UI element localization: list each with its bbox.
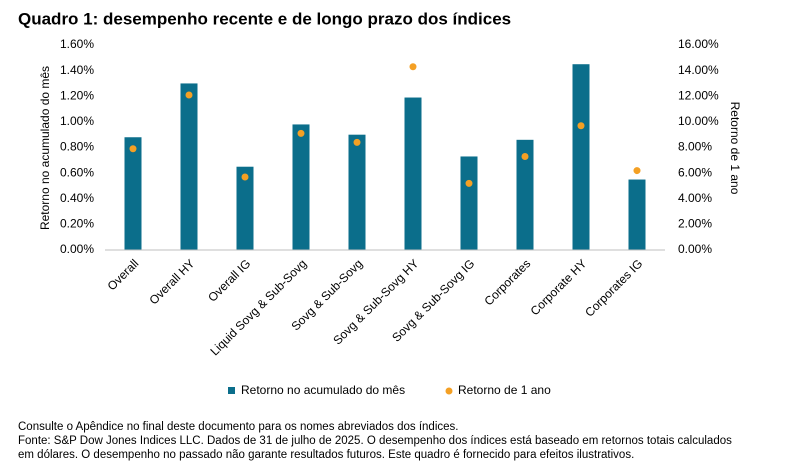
dot xyxy=(353,138,361,146)
y2-tick-label: 16.00% xyxy=(678,37,719,51)
bar xyxy=(572,64,590,250)
bar xyxy=(236,166,254,250)
dot xyxy=(185,91,193,99)
dot xyxy=(409,63,417,71)
dot xyxy=(241,173,249,181)
y2-tick-label: 6.00% xyxy=(678,165,712,179)
bar xyxy=(628,179,646,250)
y-tick-label: 0.40% xyxy=(60,191,94,205)
y2-tick-label: 10.00% xyxy=(678,114,719,128)
dot xyxy=(129,145,137,153)
bar xyxy=(292,124,310,250)
x-tick-label: Corporates xyxy=(481,256,533,308)
bar xyxy=(460,156,478,250)
y-axis-label: Retorno no acumulado do mês xyxy=(38,66,52,230)
y2-tick-label: 12.00% xyxy=(678,88,719,102)
dot xyxy=(633,167,641,175)
y2-tick-label: 4.00% xyxy=(678,191,712,205)
y-tick-label: 0.80% xyxy=(60,140,94,154)
footnote: Consulte o Apêndice no final deste docum… xyxy=(18,421,458,433)
dot xyxy=(577,122,585,130)
legend-label: Retorno no acumulado do mês xyxy=(241,383,405,397)
y2-tick-label: 8.00% xyxy=(678,140,712,154)
dot xyxy=(521,152,529,160)
chart-title: Quadro 1: desempenho recente e de longo … xyxy=(18,9,511,28)
bar xyxy=(516,139,534,250)
y-tick-label: 1.20% xyxy=(60,88,94,102)
x-tick-label: Overall HY xyxy=(146,256,197,307)
dot xyxy=(465,179,473,187)
y2-tick-label: 14.00% xyxy=(678,63,719,77)
x-tick-label: Overall IG xyxy=(205,256,253,304)
x-tick-label: Corporate HY xyxy=(528,256,590,318)
bar xyxy=(180,83,198,250)
x-tick-label: Liquid Sovg & Sub-Sovg xyxy=(207,256,309,358)
dot xyxy=(297,129,305,137)
y-tick-label: 0.00% xyxy=(60,242,94,256)
y2-axis-label: Retorno de 1 ano xyxy=(728,102,742,195)
legend-marker xyxy=(445,387,453,395)
x-tick-label: Overall xyxy=(105,256,142,293)
y-tick-label: 1.60% xyxy=(60,37,94,51)
bar xyxy=(404,97,422,250)
footnote: Fonte: S&P Dow Jones Indices LLC. Dados … xyxy=(18,435,732,447)
legend-label: Retorno de 1 ano xyxy=(458,383,551,397)
y-tick-label: 0.20% xyxy=(60,217,94,231)
bar xyxy=(124,137,142,250)
legend-marker xyxy=(228,387,235,394)
footnote: em dólares. O desempenho no passado não … xyxy=(18,449,634,461)
y-tick-label: 0.60% xyxy=(60,165,94,179)
y-tick-label: 1.40% xyxy=(60,63,94,77)
y2-tick-label: 0.00% xyxy=(678,242,712,256)
x-tick-label: Corporates IG xyxy=(582,256,645,319)
bar xyxy=(348,134,366,250)
y-tick-label: 1.00% xyxy=(60,114,94,128)
y2-tick-label: 2.00% xyxy=(678,217,712,231)
